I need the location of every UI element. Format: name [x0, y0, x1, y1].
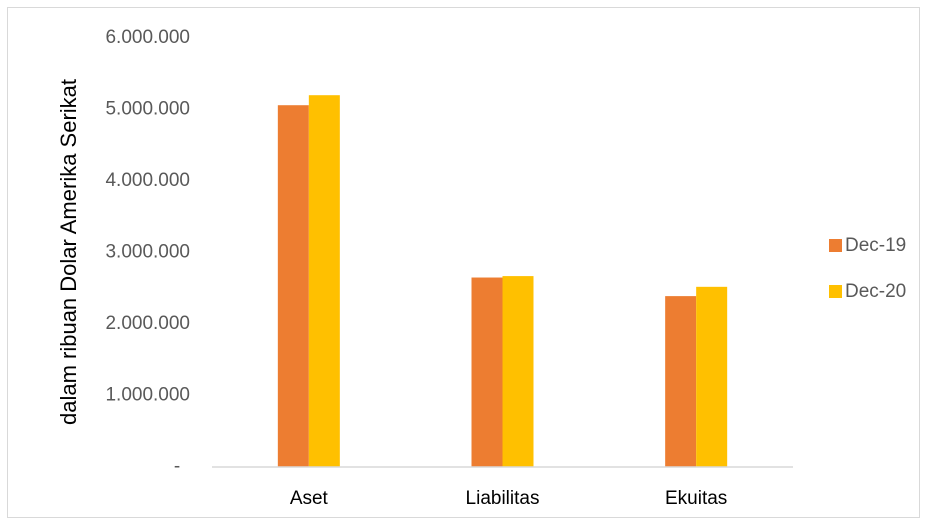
- bar-ekuitas-dec-19: [665, 296, 697, 467]
- bars: [277, 95, 728, 468]
- chart-frame: [7, 7, 920, 518]
- legend-swatch: [829, 285, 842, 298]
- y-tick-label: 3.000.000: [105, 242, 190, 263]
- bar-aset-dec-19: [277, 105, 309, 468]
- legend: Dec-19 Dec-20: [829, 235, 906, 302]
- bar-liabilitas-dec-19: [471, 277, 503, 467]
- x-axis-labels: Aset Liabilitas Ekuitas: [290, 488, 728, 509]
- y-tick-label: 2.000.000: [105, 313, 190, 334]
- legend-swatch: [829, 239, 842, 252]
- bar-liabilitas-dec-20: [502, 276, 534, 467]
- x-tick-label: Aset: [290, 488, 329, 509]
- legend-label: Dec-20: [845, 281, 906, 302]
- y-tick-label: 4.000.000: [105, 170, 190, 191]
- legend-label: Dec-19: [845, 235, 906, 256]
- y-axis-ticks: - 1.000.000 2.000.000 3.000.000 4.000.000 5.0…: [105, 27, 190, 477]
- y-tick-label: 5.000.000: [105, 99, 190, 120]
- y-tick-label: -: [174, 456, 180, 477]
- x-tick-label: Ekuitas: [665, 488, 727, 509]
- bar-ekuitas-dec-20: [696, 286, 728, 467]
- y-axis-title: dalam ribuan Dolar Amerika Serikat: [56, 79, 81, 425]
- y-tick-label: 1.000.000: [105, 385, 190, 406]
- y-tick-label: 6.000.000: [105, 27, 190, 48]
- x-tick-label: Liabilitas: [466, 488, 540, 509]
- bar-aset-dec-20: [308, 95, 340, 467]
